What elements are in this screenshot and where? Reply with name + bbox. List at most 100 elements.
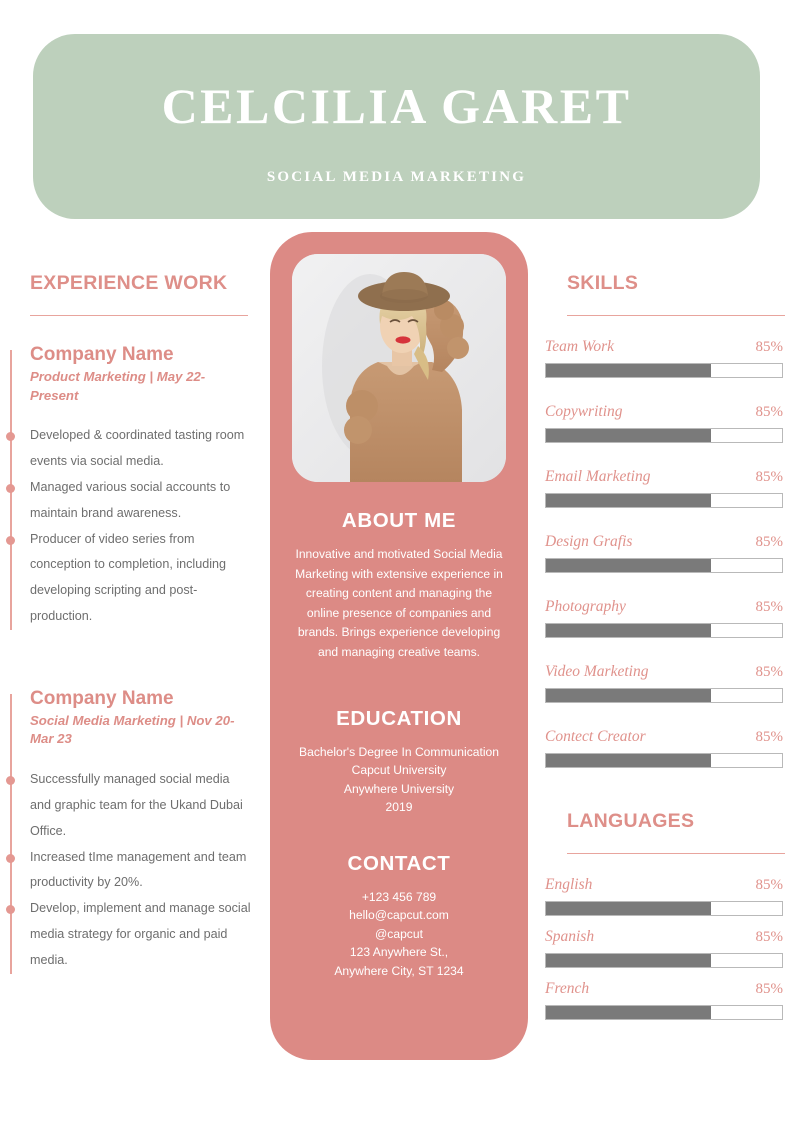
responsibility-list: Successfully managed social media and gr… [6,767,262,974]
skill-progress-fill [546,429,712,442]
list-item: Developed & coordinated tasting room eve… [6,423,252,475]
section-title-experience: EXPERIENCE WORK [30,272,228,294]
contact-section: CONTACT +123 456 789 hello@capcut.com @c… [270,852,528,980]
bullet-dot-icon [6,905,15,915]
skill-label: Video Marketing [545,663,649,680]
list-item: Managed various social accounts to maint… [6,475,252,527]
section-divider-experience [30,315,248,316]
contact-address-line-2: Anywhere City, ST 1234 [334,963,464,978]
section-title-education: EDUCATION [336,707,462,730]
list-item-text: Successfully managed social media and gr… [30,772,243,838]
skill-progress-bar [545,428,783,443]
experience-entry: Company Name Social Media Marketing | No… [0,688,262,974]
education-line: Anywhere University [343,781,455,796]
skill-progress-fill [546,624,712,637]
list-item: Producer of video series from conception… [6,527,252,630]
skill-progress-bar [545,753,783,768]
company-name: Company Name [30,344,174,365]
skill-progress-bar [545,363,783,378]
list-item-text: Managed various social accounts to maint… [30,479,231,520]
section-title-about: ABOUT ME [341,509,457,532]
contact-social-handle[interactable]: @capcut [375,926,423,941]
languages-section: LANGUAGES English 85% Spanish 85% French [543,810,793,1020]
profile-card: ABOUT ME Innovative and motivated Social… [270,232,528,1060]
skill-progress-fill [546,689,712,702]
skill-label: Contect Creator [545,728,646,745]
skill-row: Copywriting 85% [543,403,793,443]
page-title: CELCILIA GARET [161,78,632,134]
skill-header: Photography 85% [545,598,783,616]
bullet-dot-icon [6,853,15,863]
section-divider-languages [567,853,785,854]
list-item: Successfully managed social media and gr… [6,767,252,844]
skill-percent: 85% [755,404,784,420]
skill-progress-fill [546,494,712,507]
language-percent: 85% [755,981,784,997]
contact-email[interactable]: hello@capcut.com [349,908,449,923]
section-title-languages: LANGUAGES [567,810,695,832]
language-progress-bar [545,901,783,916]
experience-entry: Company Name Product Marketing | May 22-… [0,344,262,630]
company-name: Company Name [30,687,174,709]
skill-row: Contect Creator 85% [543,728,793,768]
skill-row: Design Grafis 85% [543,533,793,573]
education-section: EDUCATION Bachelor's Degree In Communica… [270,707,528,817]
skill-percent: 85% [755,339,784,355]
education-line: Capcut University [351,763,447,778]
skill-label: Email Marketing [545,468,651,485]
timeline-line-icon [10,693,12,974]
language-header: French 85% [545,980,783,998]
skill-progress-fill [546,364,712,377]
experience-column: EXPERIENCE WORK Company Name Product Mar… [0,272,262,974]
skill-header: Contect Creator 85% [545,728,783,746]
skill-header: Design Grafis 85% [545,533,783,551]
skill-label: Copywriting [545,403,623,420]
languages-list: English 85% Spanish 85% French 85% [543,876,793,1020]
skill-progress-bar [545,558,783,573]
list-item-text: Producer of video series from conception… [30,531,227,623]
avatar [292,254,506,482]
skill-row: Video Marketing 85% [543,663,793,703]
about-me-text: Innovative and motivated Social Media Ma… [295,547,503,659]
header-banner: CELCILIA GARET SOCIAL MEDIA MARKETING [33,34,760,219]
language-row: French 85% [543,980,793,1020]
list-item: Develop, implement and manage social med… [6,896,252,973]
skill-label: Team Work [545,338,615,355]
language-label: Spanish [545,928,595,945]
skill-label: Design Grafis [545,533,633,550]
skill-header: Team Work 85% [545,338,783,356]
skill-label: Photography [545,598,626,615]
about-me-section: ABOUT ME Innovative and motivated Social… [270,509,528,662]
bullet-dot-icon [6,432,15,442]
job-role: Product Marketing | May 22-Present [30,368,206,403]
language-progress-bar [545,1005,783,1020]
bullet-dot-icon [6,776,15,786]
skill-progress-bar [545,688,783,703]
skill-percent: 85% [755,664,784,680]
contact-phone[interactable]: +123 456 789 [361,890,437,904]
skill-row: Email Marketing 85% [543,468,793,508]
skill-percent: 85% [755,469,784,485]
portrait-photo-icon [292,254,506,482]
contact-address-line-1: 123 Anywhere St., [349,945,449,960]
bullet-dot-icon [6,535,15,545]
header-subtitle: SOCIAL MEDIA MARKETING [266,169,527,185]
education-line: Bachelor's Degree In Communication [299,745,499,759]
skill-percent: 85% [755,729,784,745]
language-label: English [545,876,593,893]
bullet-dot-icon [6,483,15,493]
skill-header: Copywriting 85% [545,403,783,421]
language-progress-bar [545,953,783,968]
section-title-skills: SKILLS [567,272,639,294]
language-percent: 85% [755,929,784,945]
skill-row: Team Work 85% [543,338,793,378]
language-percent: 85% [755,877,784,893]
skill-header: Email Marketing 85% [545,468,783,486]
language-row: Spanish 85% [543,928,793,968]
responsibility-list: Developed & coordinated tasting room eve… [6,423,262,630]
skill-progress-fill [546,559,712,572]
skill-header: Video Marketing 85% [545,663,783,681]
language-header: Spanish 85% [545,928,783,946]
language-row: English 85% [543,876,793,916]
skill-percent: 85% [755,534,784,550]
